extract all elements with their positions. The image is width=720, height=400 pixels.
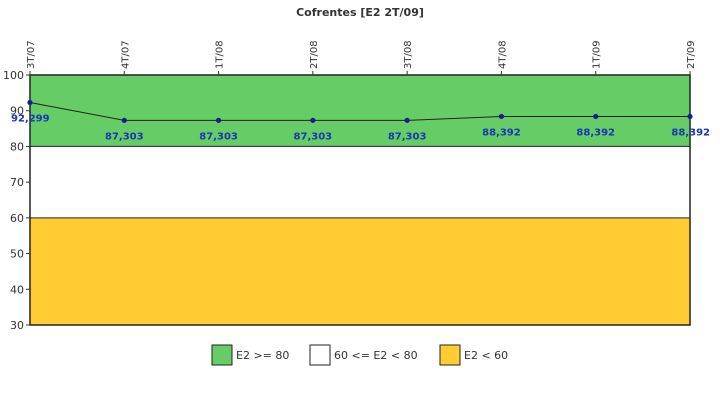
legend: E2 >= 80 60 <= E2 < 80 E2 < 60 [211, 344, 508, 366]
series-layer: 92,299 87,303 87,303 87,303 87,303 88,392 88,3… [11, 99, 710, 142]
data-point [404, 117, 410, 123]
x-tick-label: 2T/09 [686, 40, 697, 69]
data-point [121, 117, 127, 123]
data-label: 87,303 [105, 131, 144, 142]
y-tick-label: 40 [10, 283, 24, 296]
x-tick-label: 3T/08 [403, 40, 414, 69]
data-point [687, 113, 693, 120]
data-point [593, 113, 599, 120]
x-tick-label: 4T/07 [120, 40, 131, 69]
legend-swatch-0 [211, 344, 233, 366]
legend-swatch-1 [309, 344, 331, 366]
x-axis: 3T/07 4T/07 1T/08 2T/08 3T/08 4T/08 1T/09 2T/09 [26, 40, 697, 75]
x-tick-label: 4T/08 [497, 40, 508, 69]
x-tick-label: 1T/08 [215, 40, 226, 69]
data-point [498, 113, 505, 120]
data-label: 88,392 [482, 127, 521, 138]
band-0 [30, 75, 690, 147]
y-tick-label: 90 [10, 105, 24, 118]
y-tick-label: 100 [3, 69, 24, 82]
y-tick-label: 30 [10, 319, 24, 332]
data-label: 88,392 [671, 127, 710, 138]
legend-label-2: E2 < 60 [464, 349, 508, 362]
data-label: 87,303 [294, 131, 333, 142]
x-tick-label: 3T/07 [26, 40, 37, 69]
data-point [215, 117, 222, 123]
legend-swatch-2 [439, 344, 461, 366]
x-tick-label: 1T/09 [592, 40, 603, 69]
data-point [27, 99, 33, 106]
legend-label-1: 60 <= E2 < 80 [334, 349, 418, 362]
x-tick-label: 2T/08 [309, 40, 320, 69]
data-label: 87,303 [388, 131, 427, 142]
legend-label-0: E2 >= 80 [236, 349, 289, 362]
y-tick-label: 50 [10, 248, 24, 261]
y-tick-label: 80 [10, 140, 24, 153]
data-label: 87,303 [199, 131, 238, 142]
y-tick-label: 70 [10, 176, 24, 189]
data-point [310, 117, 316, 123]
plot-frame [29, 74, 691, 326]
y-axis: 30 40 50 60 70 80 90 100 [3, 69, 30, 332]
band-layer [29, 74, 691, 326]
series-line [29, 102, 690, 121]
band-1 [30, 146, 690, 218]
chart-title: Cofrentes [E2 2T/09] [296, 6, 424, 19]
band-2 [30, 217, 690, 325]
data-label: 92,299 [11, 114, 50, 125]
data-label: 88,392 [576, 127, 615, 138]
y-tick-label: 60 [10, 212, 24, 225]
